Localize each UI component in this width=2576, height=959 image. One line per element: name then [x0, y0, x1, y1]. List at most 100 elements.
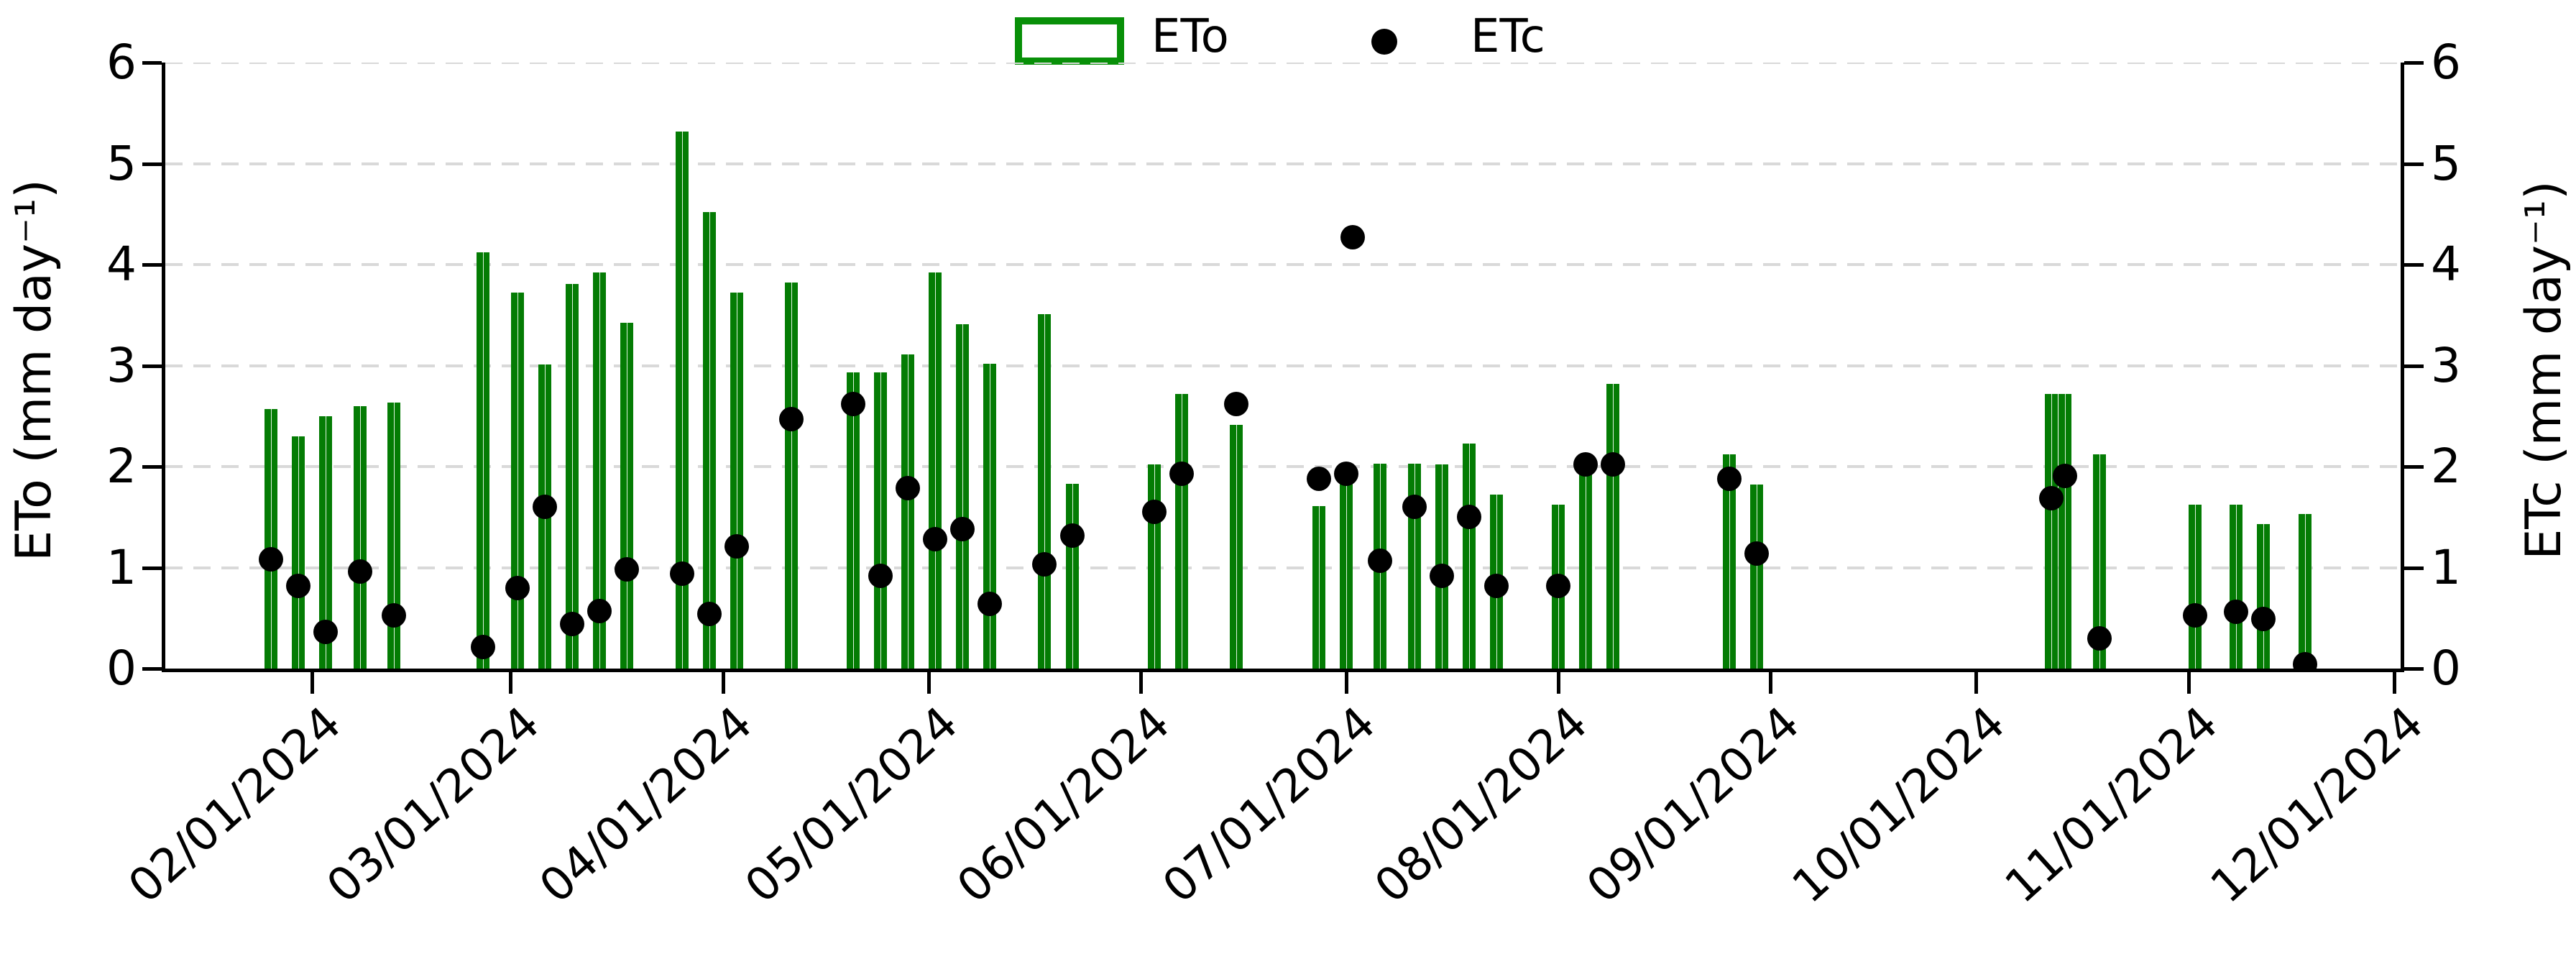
right-y-tick-label: 4 [2431, 237, 2461, 292]
eto-bar [846, 372, 860, 669]
eto-bar [1339, 463, 1353, 669]
x-tick-label: 08/01/2024 [1365, 697, 1598, 914]
etc-dot [923, 527, 948, 552]
eto-bar [1230, 425, 1243, 669]
x-tick-label: 03/01/2024 [317, 697, 551, 914]
eto-bar [2298, 514, 2312, 669]
etc-dot [868, 563, 893, 588]
x-tick-label: 04/01/2024 [529, 697, 763, 914]
right-y-tick-label: 6 [2431, 35, 2461, 90]
right-axis-spine [2401, 63, 2404, 672]
left-y-tick [142, 566, 162, 570]
x-tick [926, 672, 931, 694]
left-y-tick-label: 3 [106, 337, 137, 393]
eto-bar [2189, 505, 2202, 669]
left-y-tick [142, 364, 162, 368]
eto-bar [1175, 393, 1189, 669]
left-y-tick-label: 6 [106, 35, 137, 90]
etc-dot [1368, 548, 1393, 573]
plot-area [165, 63, 2401, 669]
eto-bar [1463, 443, 1476, 669]
etc-dot [895, 475, 920, 500]
right-y-tick-label: 1 [2431, 539, 2461, 595]
gridline [165, 63, 2401, 64]
x-tick [2392, 672, 2396, 694]
gridline [165, 465, 2401, 468]
eto-bar [1147, 464, 1161, 669]
left-y-tick-label: 1 [106, 539, 137, 595]
etc-dot [532, 495, 557, 520]
x-tick [1138, 672, 1143, 694]
legend-eto-label: ETo [1151, 10, 1229, 63]
etc-dot [2292, 652, 2317, 669]
gridline [165, 162, 2401, 165]
x-tick-label: 10/01/2024 [1782, 697, 2016, 914]
eto-bar [2230, 505, 2243, 669]
left-y-tick [142, 162, 162, 166]
etc-dot [1601, 452, 1626, 477]
etc-dot [382, 602, 407, 628]
right-y-tick [2404, 263, 2424, 267]
etc-dot [1717, 466, 1742, 491]
left-y-tick-label: 2 [106, 439, 137, 494]
eto-bar [291, 436, 305, 669]
eto-bar [264, 408, 277, 669]
right-y-tick [2404, 667, 2424, 671]
etc-dot [258, 547, 283, 572]
left-y-tick-label: 0 [106, 641, 137, 696]
etc-dot [471, 635, 496, 660]
bottom-axis-spine [162, 669, 2404, 672]
etc-dot [840, 391, 865, 416]
etc-dot [669, 561, 694, 586]
etc-dot [1546, 573, 1571, 598]
right-y-tick-label: 0 [2431, 641, 2461, 696]
right-y-tick-label: 5 [2431, 135, 2461, 191]
eto-bar [353, 405, 367, 669]
eto-bar [1065, 483, 1079, 669]
eto-bar [956, 324, 970, 669]
eto-bar [1606, 383, 1620, 669]
gridline [165, 263, 2401, 266]
x-tick-label: 12/01/2024 [2200, 697, 2434, 914]
eto-bar [901, 354, 914, 669]
left-y-tick [142, 263, 162, 267]
etc-dot [2087, 625, 2112, 651]
left-y-tick [142, 667, 162, 671]
gridline [165, 364, 2401, 367]
etc-dot [1573, 452, 1598, 477]
x-tick [1344, 672, 1348, 694]
x-tick [509, 672, 513, 694]
eto-bar [319, 416, 333, 669]
eto-bar [510, 293, 524, 669]
etc-dot [778, 406, 804, 431]
right-y-tick-label: 2 [2431, 439, 2461, 494]
etc-dot [696, 602, 722, 627]
right-y-tick-label: 3 [2431, 337, 2461, 393]
gridline [165, 566, 2401, 569]
legend-etc-label: ETc [1471, 10, 1545, 63]
etc-dot [2224, 600, 2249, 625]
eto-bar [566, 283, 579, 669]
right-y-tick [2404, 162, 2424, 166]
eto-bar [1579, 463, 1593, 669]
eto-bar [702, 211, 716, 669]
etc-dot [950, 517, 975, 542]
eto-bar [929, 272, 942, 669]
etc-dot [1340, 225, 1366, 250]
etc-dot [1457, 505, 1482, 530]
etc-dot [1484, 573, 1509, 598]
x-tick-label: 09/01/2024 [1577, 697, 1811, 914]
etc-dot [560, 612, 585, 637]
eto-bar [730, 293, 743, 669]
eto-bar [1312, 505, 1325, 669]
right-y-axis-label: ETc (mm day⁻¹) [2516, 180, 2572, 560]
right-y-tick [2404, 566, 2424, 570]
left-y-tick-label: 4 [106, 237, 137, 292]
legend: ETo ETc [0, 0, 2576, 79]
x-tick [1769, 672, 1773, 694]
eto-bar [1038, 313, 1052, 669]
etc-dot-swatch-icon [1371, 29, 1397, 55]
etc-dot [2183, 602, 2208, 628]
etc-dot [1141, 500, 1167, 525]
